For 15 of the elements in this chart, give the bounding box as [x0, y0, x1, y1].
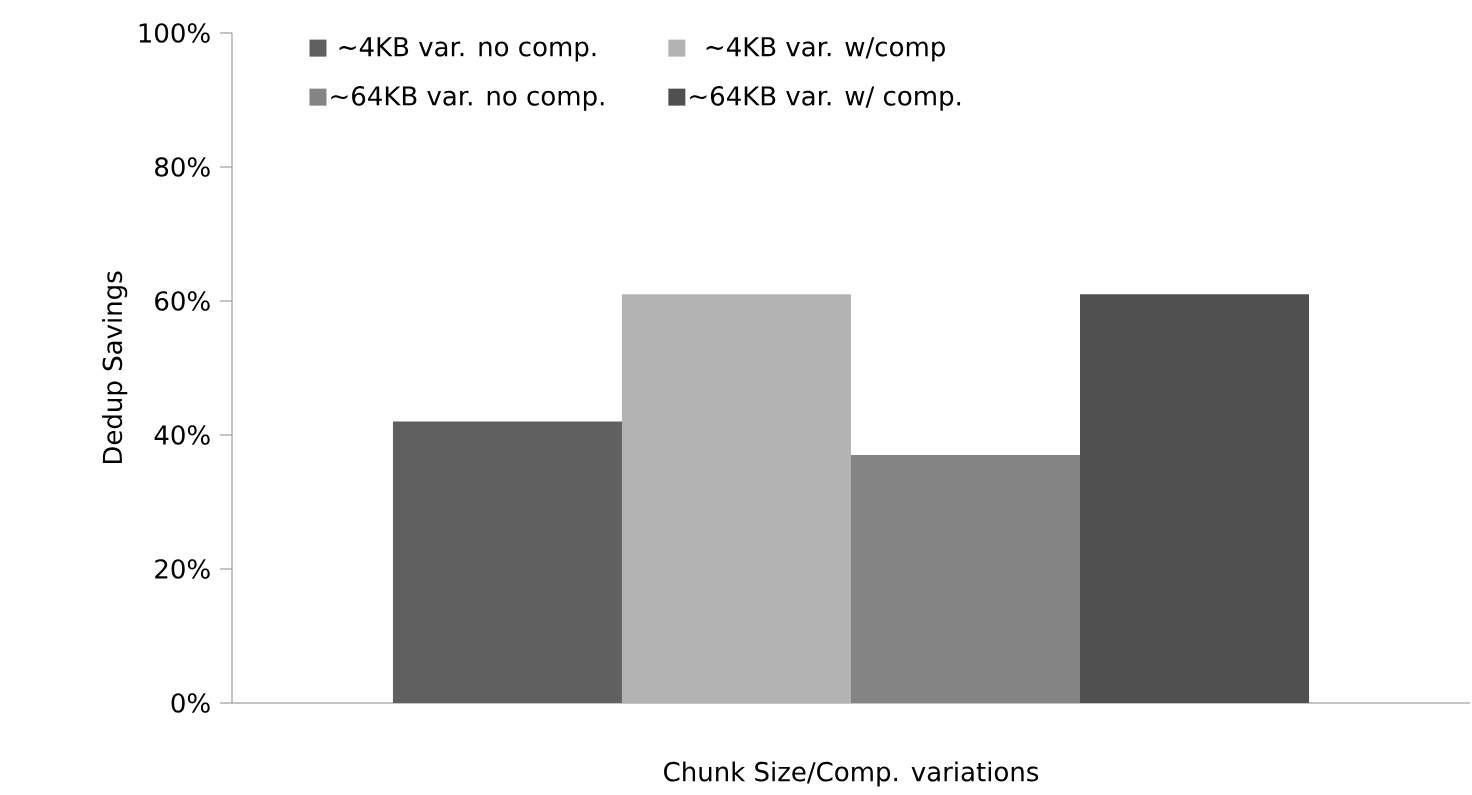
y-tick-label: 20%	[155, 559, 210, 579]
y-tick-label: 80%	[155, 157, 210, 177]
y-axis-title: Dedup Savings	[102, 271, 128, 463]
bar	[1080, 294, 1310, 703]
y-tick-label: 40%	[154, 425, 210, 445]
legend-label: ~64KB var. w/ comp.	[690, 85, 961, 111]
legend-label: ~4KB var. no comp.	[339, 37, 596, 62]
bar	[392, 421, 622, 703]
y-tick-label: 100%	[139, 23, 210, 43]
y-tick-label: 0%	[171, 693, 210, 713]
y-tick-label: 60%	[155, 291, 210, 311]
legend-label: ~64KB var. no comp.	[331, 85, 604, 111]
x-axis-title: Chunk Size/Comp. variations	[664, 761, 1039, 787]
bar	[621, 294, 851, 703]
legend-label: ~4KB var. w/comp	[706, 37, 945, 62]
